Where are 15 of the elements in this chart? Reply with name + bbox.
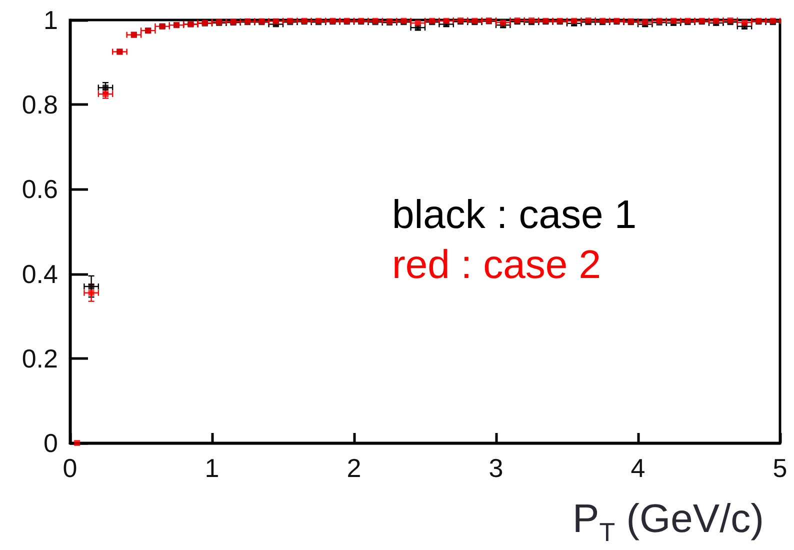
text: black : case 1 — [392, 192, 637, 239]
x-tick-label: 4 — [630, 453, 646, 483]
x-axis-title: P$_{T}$ (GeV/c) — [572, 497, 764, 548]
x-tick-label: 5 — [772, 453, 788, 483]
y-tick-label: 1 — [44, 5, 58, 35]
x-tick-label: 0 — [62, 453, 78, 483]
y-tick-label: 0.4 — [22, 258, 58, 289]
x-tick-label: 1 — [204, 453, 220, 483]
y-tick-label: 0.8 — [22, 90, 58, 120]
y-tick-label: 0.2 — [22, 343, 58, 374]
x-tick-label: 3 — [488, 453, 504, 483]
y-tick-label: 0 — [44, 428, 58, 458]
text: red : case 2 — [392, 242, 602, 289]
y-tick-label: 0.6 — [22, 174, 58, 204]
x-tick-label: 2 — [346, 453, 362, 483]
